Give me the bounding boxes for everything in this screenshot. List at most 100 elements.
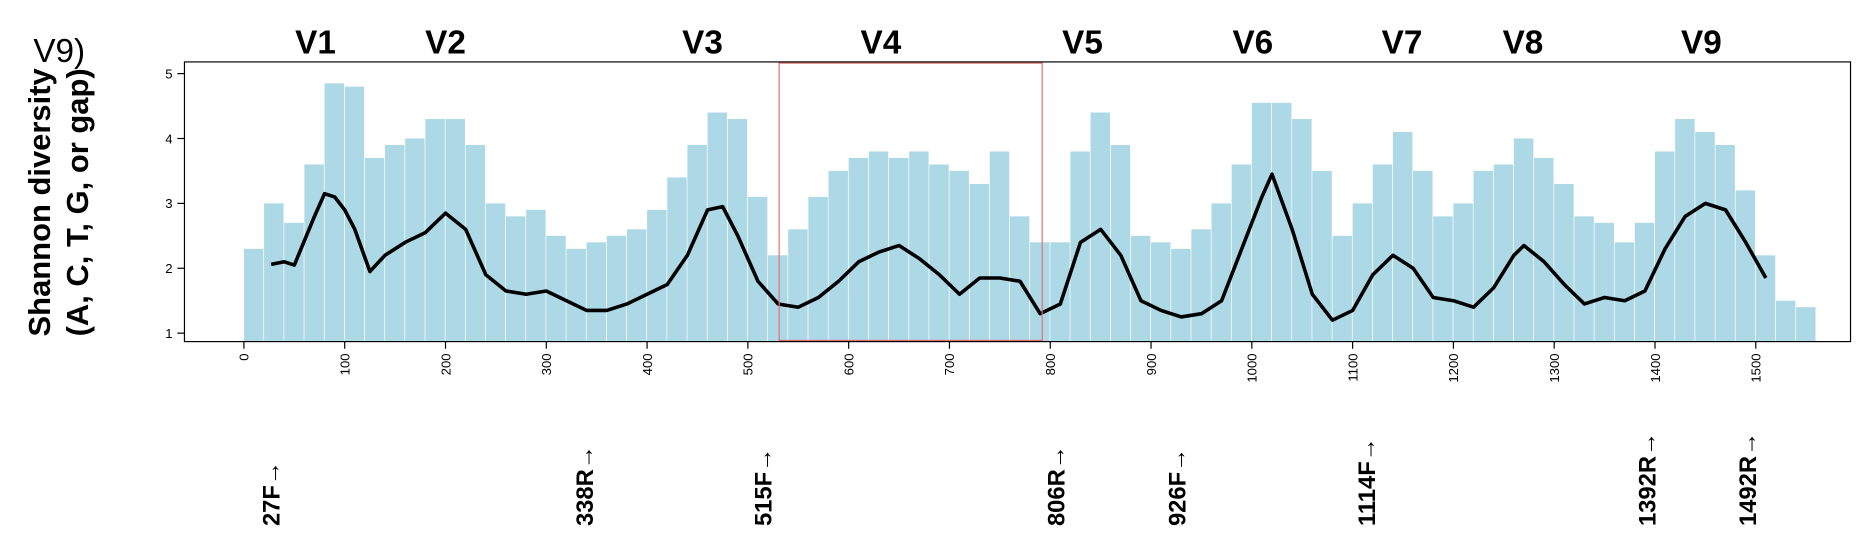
x-tick-label: 100 — [337, 353, 352, 375]
diversity-bar — [909, 151, 929, 342]
diversity-bar — [727, 119, 748, 342]
region-label: V2 — [425, 25, 466, 62]
diversity-bar — [1433, 216, 1453, 342]
diversity-bar — [344, 86, 365, 342]
diversity-bar — [969, 183, 990, 342]
x-tick-label: 700 — [942, 353, 957, 375]
diversity-bar — [1352, 203, 1373, 342]
diversity-bar — [1554, 183, 1574, 342]
diversity-bar — [1211, 203, 1231, 342]
y-tick-label: 5 — [165, 66, 172, 81]
diversity-bar — [1715, 144, 1735, 342]
chart-title: V9) — [33, 33, 85, 70]
diversity-bar — [1030, 242, 1050, 342]
diversity-bar — [1534, 157, 1554, 342]
diversity-bar — [1151, 242, 1171, 342]
y-tick-label: 3 — [165, 196, 172, 211]
primer-label: 926F→ — [1165, 448, 1192, 526]
diversity-bar — [929, 164, 949, 342]
diversity-bar — [1392, 132, 1413, 342]
diversity-bar — [1634, 222, 1655, 342]
diversity-bar — [687, 144, 707, 342]
smoothed-line — [270, 172, 1768, 322]
diversity-bar — [1292, 119, 1312, 342]
diversity-bar — [264, 203, 284, 342]
diversity-bar — [304, 164, 324, 342]
diversity-bar — [405, 138, 425, 342]
y-tick-label: 1 — [165, 326, 172, 341]
x-tick-label: 500 — [741, 353, 756, 375]
primer-label: 806R→ — [1044, 445, 1071, 526]
region-label: V4 — [861, 25, 902, 62]
y-tick-label: 4 — [165, 131, 172, 146]
diversity-bar — [1413, 170, 1433, 342]
y-label-line: Shannon diversity — [22, 67, 57, 336]
diversity-bar — [485, 203, 506, 342]
diversity-bar — [546, 235, 566, 342]
diversity-bar — [243, 248, 264, 342]
diversity-bar — [788, 229, 808, 342]
diversity-bar — [1594, 222, 1614, 342]
diversity-bar — [1473, 170, 1494, 342]
y-axis-label: Shannon diversity (A, C, T, G, or gap) — [22, 67, 95, 336]
primer-label: 515F→ — [750, 448, 777, 526]
diversity-bar — [526, 209, 546, 342]
diversity-bar — [505, 216, 526, 342]
diversity-bar — [1130, 235, 1151, 342]
x-tick-label: 1500 — [1749, 353, 1764, 382]
x-tick-label: 0 — [237, 353, 252, 360]
diversity-bar — [1110, 144, 1131, 342]
x-tick-label: 300 — [539, 353, 554, 375]
diversity-bar — [1271, 102, 1292, 342]
diversity-bar — [465, 144, 486, 342]
x-tick-label: 1300 — [1547, 353, 1562, 382]
diversity-bar — [606, 235, 627, 342]
diversity-bar — [868, 151, 889, 342]
plot-frame — [183, 61, 1852, 343]
plot-area: 1 2 3 4 5 0 100 200 300 400 500 600 700 800 900 1000 110… — [165, 25, 1852, 526]
x-tick-label: 1200 — [1446, 353, 1461, 382]
diversity-bar — [1453, 203, 1473, 342]
diversity-bar — [586, 242, 607, 342]
diversity-bar — [989, 151, 1010, 342]
x-tick-label: 900 — [1144, 353, 1159, 375]
region-label: V9 — [1681, 25, 1722, 62]
diversity-bar — [647, 209, 667, 342]
region-label: V6 — [1232, 25, 1273, 62]
diversity-bar — [1090, 112, 1111, 342]
x-tick-label: 200 — [438, 353, 453, 375]
highlight-box — [778, 62, 1043, 341]
primer-label: 1392R→ — [1634, 432, 1661, 526]
diversity-bar — [747, 196, 768, 342]
region-label: V1 — [295, 25, 336, 62]
diversity-bar — [828, 170, 848, 342]
primer-label: 27F→ — [258, 461, 285, 526]
diversity-bar — [385, 144, 405, 342]
y-tick-label: 2 — [165, 261, 172, 276]
diversity-bar — [949, 170, 969, 342]
region-label: V7 — [1382, 25, 1423, 62]
diversity-bar — [808, 196, 828, 342]
diversity-bar — [364, 157, 385, 342]
diversity-bar — [1493, 164, 1514, 342]
diversity-bar — [848, 157, 869, 342]
diversity-bar — [1009, 216, 1030, 342]
diversity-bar — [888, 157, 909, 342]
diversity-bar — [324, 83, 345, 342]
region-label: V3 — [682, 25, 723, 62]
region-label: V8 — [1503, 25, 1544, 62]
x-tick-label: 600 — [841, 353, 856, 375]
diversity-bar — [1735, 190, 1756, 342]
diversity-bar — [1251, 102, 1272, 342]
x-tick-label: 800 — [1043, 353, 1058, 375]
primer-label: 1114F→ — [1354, 437, 1381, 526]
diversity-bar — [566, 248, 586, 342]
x-tick-label: 1100 — [1345, 353, 1360, 381]
diversity-bar — [1614, 242, 1635, 342]
diversity-bar — [1775, 300, 1796, 342]
diversity-bar — [1755, 255, 1776, 342]
diversity-bar — [425, 119, 445, 342]
diversity-bar — [667, 177, 687, 342]
primer-label: 338R→ — [572, 445, 599, 526]
diversity-bar — [1695, 132, 1715, 342]
